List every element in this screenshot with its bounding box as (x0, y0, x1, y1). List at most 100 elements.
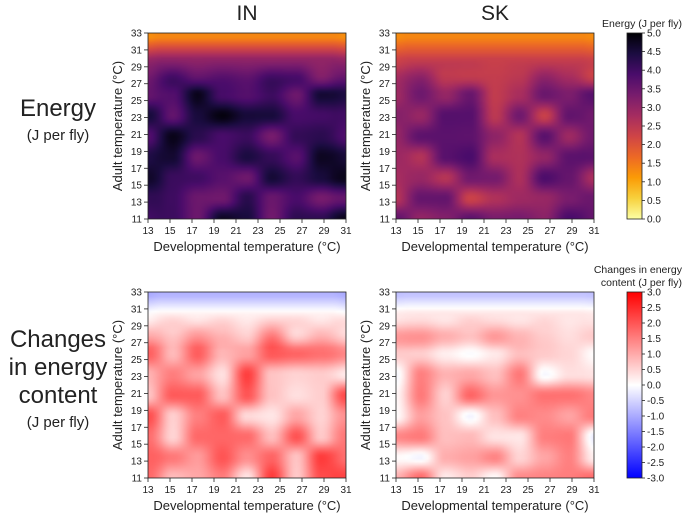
colorbar-gradient (627, 292, 642, 478)
y-axis-label: Adult temperature (°C) (110, 320, 125, 450)
heatmap-panel-in-change: 13 15 17 19 21 23 25 27 29 3111131517192123252729… (110, 288, 352, 514)
x-axis-label: Developmental temperature (°C) (401, 239, 588, 254)
y-tick-label: 33 (379, 29, 391, 40)
colorbar-title: content (J per fly) (601, 277, 682, 289)
column-title-in: IN (237, 2, 258, 25)
x-tick-label: 17 (186, 226, 198, 237)
x-tick-label: 31 (340, 226, 352, 237)
x-tick-label: 31 (340, 485, 352, 496)
y-tick-label: 11 (132, 474, 143, 485)
x-tick-label: 27 (296, 485, 308, 496)
colorbar-energy: 0.0 0.5 1.0 1.5 2.0 2.5 3.0 3.5 4.0 4.5 5.0Energy … (602, 18, 682, 226)
row-label-1-unit: (J per fly) (27, 414, 90, 431)
y-tick-label: 33 (131, 29, 143, 40)
y-tick-label: 27 (131, 338, 143, 349)
y-tick-label: 33 (379, 288, 391, 299)
colorbar-tick-label: 1.5 (647, 334, 661, 345)
colorbar-tick-label: 2.0 (647, 140, 661, 151)
y-tick-label: 11 (380, 215, 391, 226)
colorbar-tick-label: 1.0 (647, 177, 661, 188)
x-axis-label: Developmental temperature (°C) (153, 498, 340, 513)
y-tick-label: 19 (379, 147, 391, 158)
row-label-1-line-2: content (19, 382, 98, 409)
x-axis-label: Developmental temperature (°C) (401, 498, 588, 513)
y-tick-label: 17 (379, 164, 391, 175)
x-tick-label: 27 (296, 226, 308, 237)
colorbar-tick-label: 0.5 (647, 196, 661, 207)
y-tick-label: 31 (379, 45, 391, 56)
y-tick-label: 23 (379, 372, 391, 383)
colorbar-tick-label: 0.0 (647, 215, 661, 226)
colorbar-tick-label: 3.0 (647, 288, 661, 299)
plot-frame (147, 291, 347, 479)
y-tick-label: 29 (131, 62, 143, 73)
y-tick-label: 19 (131, 406, 143, 417)
y-tick-label: 25 (379, 355, 391, 366)
y-tick-label: 27 (379, 79, 391, 90)
x-tick-label: 23 (500, 485, 512, 496)
colorbar-title: Changes in energy (594, 264, 683, 276)
heatmap-surface (148, 33, 346, 219)
plot-frame (395, 32, 595, 220)
heatmap-surface (148, 292, 346, 478)
x-tick-label: 15 (412, 485, 424, 496)
x-tick-label: 29 (318, 485, 330, 496)
colorbar-tick-label: 4.5 (647, 47, 661, 58)
heatmap-panel-in-energy: 13 15 17 19 21 23 25 27 29 3111131517192123252729… (110, 29, 352, 255)
heatmap-panel-sk-change: 13 15 17 19 21 23 25 27 29 3111131517192123252729… (358, 288, 600, 514)
colorbar-tick-label: 0.0 (647, 381, 661, 392)
heatmap-surface (396, 33, 594, 219)
colorbar-tick-label: 1.0 (647, 350, 661, 361)
x-tick-label: 21 (230, 485, 242, 496)
colorbar-tick-label: 2.0 (647, 319, 661, 330)
colorbar-tick-label: -2.5 (647, 458, 665, 469)
y-tick-label: 21 (379, 130, 391, 141)
y-tick-label: 29 (379, 62, 391, 73)
y-tick-label: 19 (379, 406, 391, 417)
colorbar-tick-label: -0.5 (647, 396, 665, 407)
y-tick-label: 27 (131, 79, 143, 90)
y-tick-label: 23 (131, 372, 143, 383)
y-axis-label: Adult temperature (°C) (358, 61, 373, 191)
x-tick-label: 31 (588, 226, 600, 237)
y-tick-label: 25 (131, 355, 143, 366)
x-tick-label: 31 (588, 485, 600, 496)
row-label-0-unit: (J per fly) (27, 127, 90, 144)
x-tick-label: 25 (522, 485, 534, 496)
colorbar-tick-label: 3.0 (647, 103, 661, 114)
y-tick-label: 23 (379, 113, 391, 124)
colorbar-tick-label: -1.5 (647, 427, 665, 438)
colorbar-gradient (627, 33, 642, 219)
row-label-0-line-0: Energy (20, 95, 96, 122)
x-tick-label: 21 (230, 226, 242, 237)
x-tick-label: 21 (478, 226, 490, 237)
x-axis-label: Developmental temperature (°C) (153, 239, 340, 254)
x-tick-label: 13 (390, 485, 402, 496)
colorbar-tick-label: 3.5 (647, 84, 661, 95)
x-tick-label: 17 (434, 226, 446, 237)
y-tick-label: 17 (379, 423, 391, 434)
x-tick-label: 13 (142, 226, 154, 237)
y-tick-label: 15 (379, 440, 391, 451)
x-tick-label: 25 (274, 226, 286, 237)
x-tick-label: 27 (544, 226, 556, 237)
y-tick-label: 15 (131, 181, 143, 192)
y-tick-label: 21 (379, 389, 391, 400)
y-tick-label: 33 (131, 288, 143, 299)
y-tick-label: 11 (132, 215, 143, 226)
y-tick-label: 13 (379, 198, 391, 209)
heatmap-panel-sk-energy: 13 15 17 19 21 23 25 27 29 3111131517192123252729… (358, 29, 600, 255)
x-tick-label: 19 (208, 226, 220, 237)
y-tick-label: 15 (379, 181, 391, 192)
row-label-1-line-0: Changes (10, 326, 106, 353)
x-tick-label: 17 (186, 485, 198, 496)
x-tick-label: 25 (522, 226, 534, 237)
x-tick-label: 29 (318, 226, 330, 237)
x-tick-label: 17 (434, 485, 446, 496)
y-tick-label: 17 (131, 164, 143, 175)
x-tick-label: 13 (142, 485, 154, 496)
y-tick-label: 31 (131, 304, 143, 315)
y-tick-label: 15 (131, 440, 143, 451)
x-tick-label: 29 (566, 226, 578, 237)
